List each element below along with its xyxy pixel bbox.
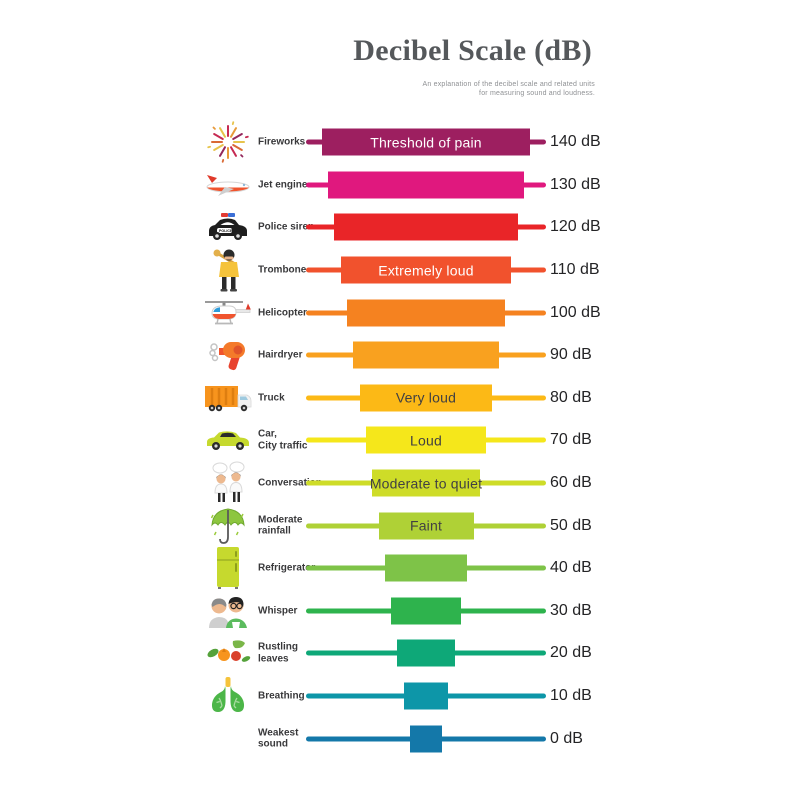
source-label: Breathing: [258, 690, 305, 702]
umbrella-icon: [200, 502, 256, 550]
scale-row: Jet engine 130 dB: [200, 161, 601, 209]
source-label: Weakest sound: [258, 727, 299, 750]
source-label: Truck: [258, 392, 285, 404]
source-label: Police siren: [258, 221, 315, 233]
decibel-rows: Fireworks Threshold of pain 140 dB Jet eng…: [200, 118, 601, 781]
loudness-label: Moderate to quiet: [369, 475, 483, 492]
source-label: Jet engine: [258, 179, 308, 191]
source-label: Helicopter: [258, 306, 307, 318]
fireworks-icon: [200, 118, 256, 166]
scale-row: Rustling leaves 20 dB: [200, 632, 600, 675]
conversation-icon: [200, 459, 256, 507]
scale-row: POLICE Police siren 120 dB: [200, 203, 601, 251]
subtitle-line-1: An explanation of the decibel scale and …: [422, 81, 595, 88]
loudness-label: Extremely loud: [378, 262, 474, 279]
db-bar: [391, 597, 461, 625]
source-label: Car, City traffic: [258, 428, 308, 452]
loudness-label: Very loud: [395, 389, 457, 406]
db-value-label: 130 dB: [550, 175, 601, 193]
scale-row: Helicopter 100 dB: [200, 289, 601, 337]
db-bar: Very loud: [359, 384, 493, 412]
db-bar: Moderate to quiet: [369, 469, 483, 497]
page-subtitle: An explanation of the decibel scale and …: [423, 80, 596, 98]
db-value-label: 140 dB: [550, 133, 601, 151]
db-value-label: 90 dB: [550, 346, 592, 364]
hairdryer-icon: [200, 331, 256, 379]
scale-row: Car, City traffic Loud 70 dB: [200, 419, 600, 462]
source-label: Conversation: [258, 477, 322, 489]
scale-row: Conversation Moderate to quiet 60 dB: [200, 459, 600, 507]
scale-row: Truck Very loud 80 dB: [200, 377, 600, 420]
db-bar: [397, 639, 455, 667]
db-value-label: 30 dB: [550, 601, 592, 619]
source-label: Trombone: [258, 264, 307, 276]
db-bar: [328, 171, 524, 199]
source-label: Refrigerator: [258, 562, 316, 574]
db-bar: Extremely loud: [340, 256, 512, 284]
db-bar: Threshold of pain: [321, 128, 531, 156]
trombone-player-icon: [200, 246, 256, 294]
page-title: Decibel Scale (dB): [353, 34, 592, 67]
db-value-label: 70 dB: [550, 431, 592, 449]
source-label: Rustling leaves: [258, 641, 298, 665]
db-value-label: 0 dB: [550, 729, 583, 747]
db-value-label: 10 dB: [550, 687, 592, 705]
jet-engine-icon: [200, 161, 256, 209]
db-bar: [403, 682, 449, 710]
source-label: Moderate rainfall: [258, 514, 303, 537]
scale-row: Fireworks Threshold of pain 140 dB: [200, 118, 601, 166]
db-value-label: 50 dB: [550, 516, 592, 534]
no-icon: [200, 715, 256, 763]
loudness-label: Loud: [410, 432, 442, 449]
helicopter-icon: [200, 289, 256, 337]
svg-text:POLICE: POLICE: [219, 229, 233, 233]
db-value-label: 40 dB: [550, 559, 592, 577]
whisper-icon: [200, 587, 256, 635]
scale-row: Moderate rainfall Faint 50 dB: [200, 504, 600, 547]
db-bar: [384, 554, 468, 582]
source-label: Fireworks: [258, 136, 306, 148]
truck-icon: [200, 374, 256, 422]
db-bar: [334, 213, 518, 241]
police-car-icon: POLICE: [200, 203, 256, 251]
loudness-label: Threshold of pain: [370, 134, 482, 151]
car-icon: [200, 416, 256, 464]
refrigerator-icon: [200, 544, 256, 592]
source-label: Whisper: [258, 605, 298, 617]
db-value-label: 60 dB: [550, 474, 592, 492]
scale-row: Breathing 10 dB: [200, 675, 600, 718]
scale-row: Trombone Extremely loud 110 dB: [200, 249, 600, 292]
db-value-label: 120 dB: [550, 218, 601, 236]
db-value-label: 110 dB: [550, 261, 600, 279]
subtitle-line-2: for measuring sound and loudness.: [479, 90, 595, 97]
source-label: Hairdryer: [258, 349, 303, 361]
db-bar: [353, 341, 499, 369]
scale-row: Refrigerator 40 dB: [200, 547, 600, 590]
db-bar: [410, 725, 442, 753]
lungs-icon: [200, 672, 256, 720]
db-bar: Faint: [378, 512, 474, 540]
db-bar: [347, 299, 505, 327]
db-value-label: 80 dB: [550, 388, 592, 406]
db-bar: Loud: [365, 426, 487, 454]
db-value-label: 20 dB: [550, 644, 592, 662]
leaves-icon: [200, 629, 256, 677]
db-value-label: 100 dB: [550, 303, 601, 321]
scale-row: Whisper 30 dB: [200, 590, 600, 633]
loudness-label: Faint: [409, 517, 443, 534]
scale-row: Hairdryer 90 dB: [200, 334, 600, 377]
scale-row: Weakest sound 0 dB: [200, 717, 600, 760]
